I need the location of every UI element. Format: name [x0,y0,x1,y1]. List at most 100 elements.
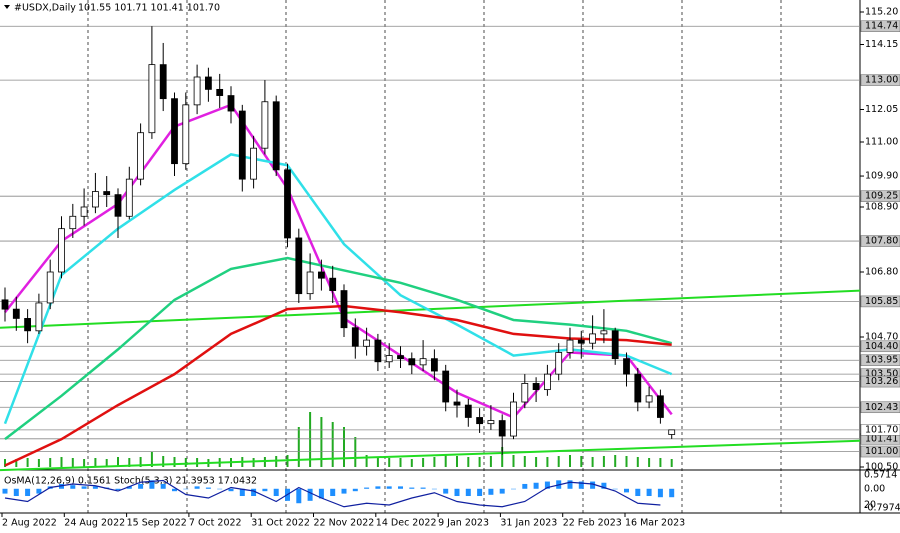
vertical-grid [87,0,782,513]
osma-tick-label: 0.5714 [864,470,897,481]
candle-body [374,339,382,363]
volume-bar [309,412,312,467]
volume-bar [83,459,86,467]
trendline [0,289,861,329]
candle-body [442,370,450,403]
osma-bar [2,488,8,494]
volume-bar [128,458,131,467]
osma-bar [59,483,64,489]
volume-bar [546,457,549,467]
osma-bar [13,488,19,497]
osma-bar [318,488,324,499]
osma-bar [273,488,279,497]
candle-body [329,277,337,291]
osma-bar [386,486,392,489]
candle-body [24,318,32,332]
x-tick-label: 22 Nov 2022 [314,518,375,529]
level-label: 101.41 [865,433,898,444]
osma-bar [646,488,652,497]
level-label: 103.95 [865,355,898,366]
volume-bar [569,455,571,467]
x-tick-label: 14 Dec 2022 [376,518,437,529]
candle-body [35,302,43,332]
candle-body [521,383,529,403]
candle-body [577,339,585,344]
volume-bar [71,458,74,467]
volume-bar [580,456,583,467]
candle-body [295,237,303,295]
volume-bar [105,459,108,467]
osma-bar [183,488,189,490]
osma-bar [364,487,370,489]
candle-body [397,355,404,360]
candle-body [668,429,676,435]
volume-bar [648,458,651,467]
x-tick-label: 2 Aug 2022 [2,518,57,529]
osma-bar [409,487,415,489]
level-box [860,235,900,247]
volume-bar [4,459,6,467]
osma-bar [25,488,31,497]
volume-bar [659,458,662,467]
volume-bar [94,458,97,467]
candle-body [46,271,54,304]
volume-bar [354,437,357,467]
candle-body [544,373,551,391]
x-tick-label: 22 Feb 2023 [563,518,622,529]
candle-body [385,355,393,363]
level-label: 113.00 [865,75,898,86]
candle-body [363,339,371,347]
osma-bar [239,488,245,497]
level-label: 114.74 [865,21,898,32]
y-tick-label: 106.80 [865,267,898,278]
y-tick-label: 114.15 [865,39,898,50]
osma-bar [624,488,629,493]
volume-bar [625,456,628,467]
candle-body [238,110,246,180]
volume-bar [297,427,300,467]
x-tick-label: 9 Jan 2023 [438,518,489,529]
level-label: 104.40 [865,341,898,352]
candle-body [182,104,190,165]
level-box [860,401,900,414]
osma-bar [172,488,177,492]
stoch-tick-label: 20 [864,500,876,511]
osma-bar [590,481,596,489]
candle-body [611,330,619,360]
level-box [860,190,900,202]
x-tick-label: 7 Oct 2022 [189,518,242,529]
candle-body [476,417,484,425]
osma-bar [330,488,336,497]
osma-bar [228,488,234,492]
volume-bar [456,456,458,467]
candle-body [600,330,608,335]
candle-body [12,308,20,319]
volume-bar [252,458,255,467]
candle-body [351,327,359,347]
osma-bar [398,486,403,489]
osma-bar [262,488,268,492]
candle-body [657,395,664,418]
osma-bar [70,485,76,489]
osma-tick-label: -0.7974 [864,503,900,514]
candle-body [159,64,167,100]
stoch-line [4,479,661,508]
volume-bar [501,447,504,467]
candle-body [623,358,630,375]
candle-body [1,299,9,310]
x-tick-label: 31 Oct 2022 [251,518,310,529]
candle-body [317,271,325,279]
candle-body [92,191,99,208]
trendline [0,439,861,472]
menu-arrow[interactable] [4,5,10,9]
osma-bar [138,483,144,489]
osma-bar [544,481,550,489]
osma-bar [126,486,132,489]
level-box [860,445,900,458]
volume-bar [162,456,165,467]
osma-bar [567,480,573,489]
level-label: 109.25 [865,191,898,202]
y-tick-label: 112.05 [865,104,898,115]
osma-bar [115,488,121,490]
y-tick-label: 111.00 [865,137,898,148]
